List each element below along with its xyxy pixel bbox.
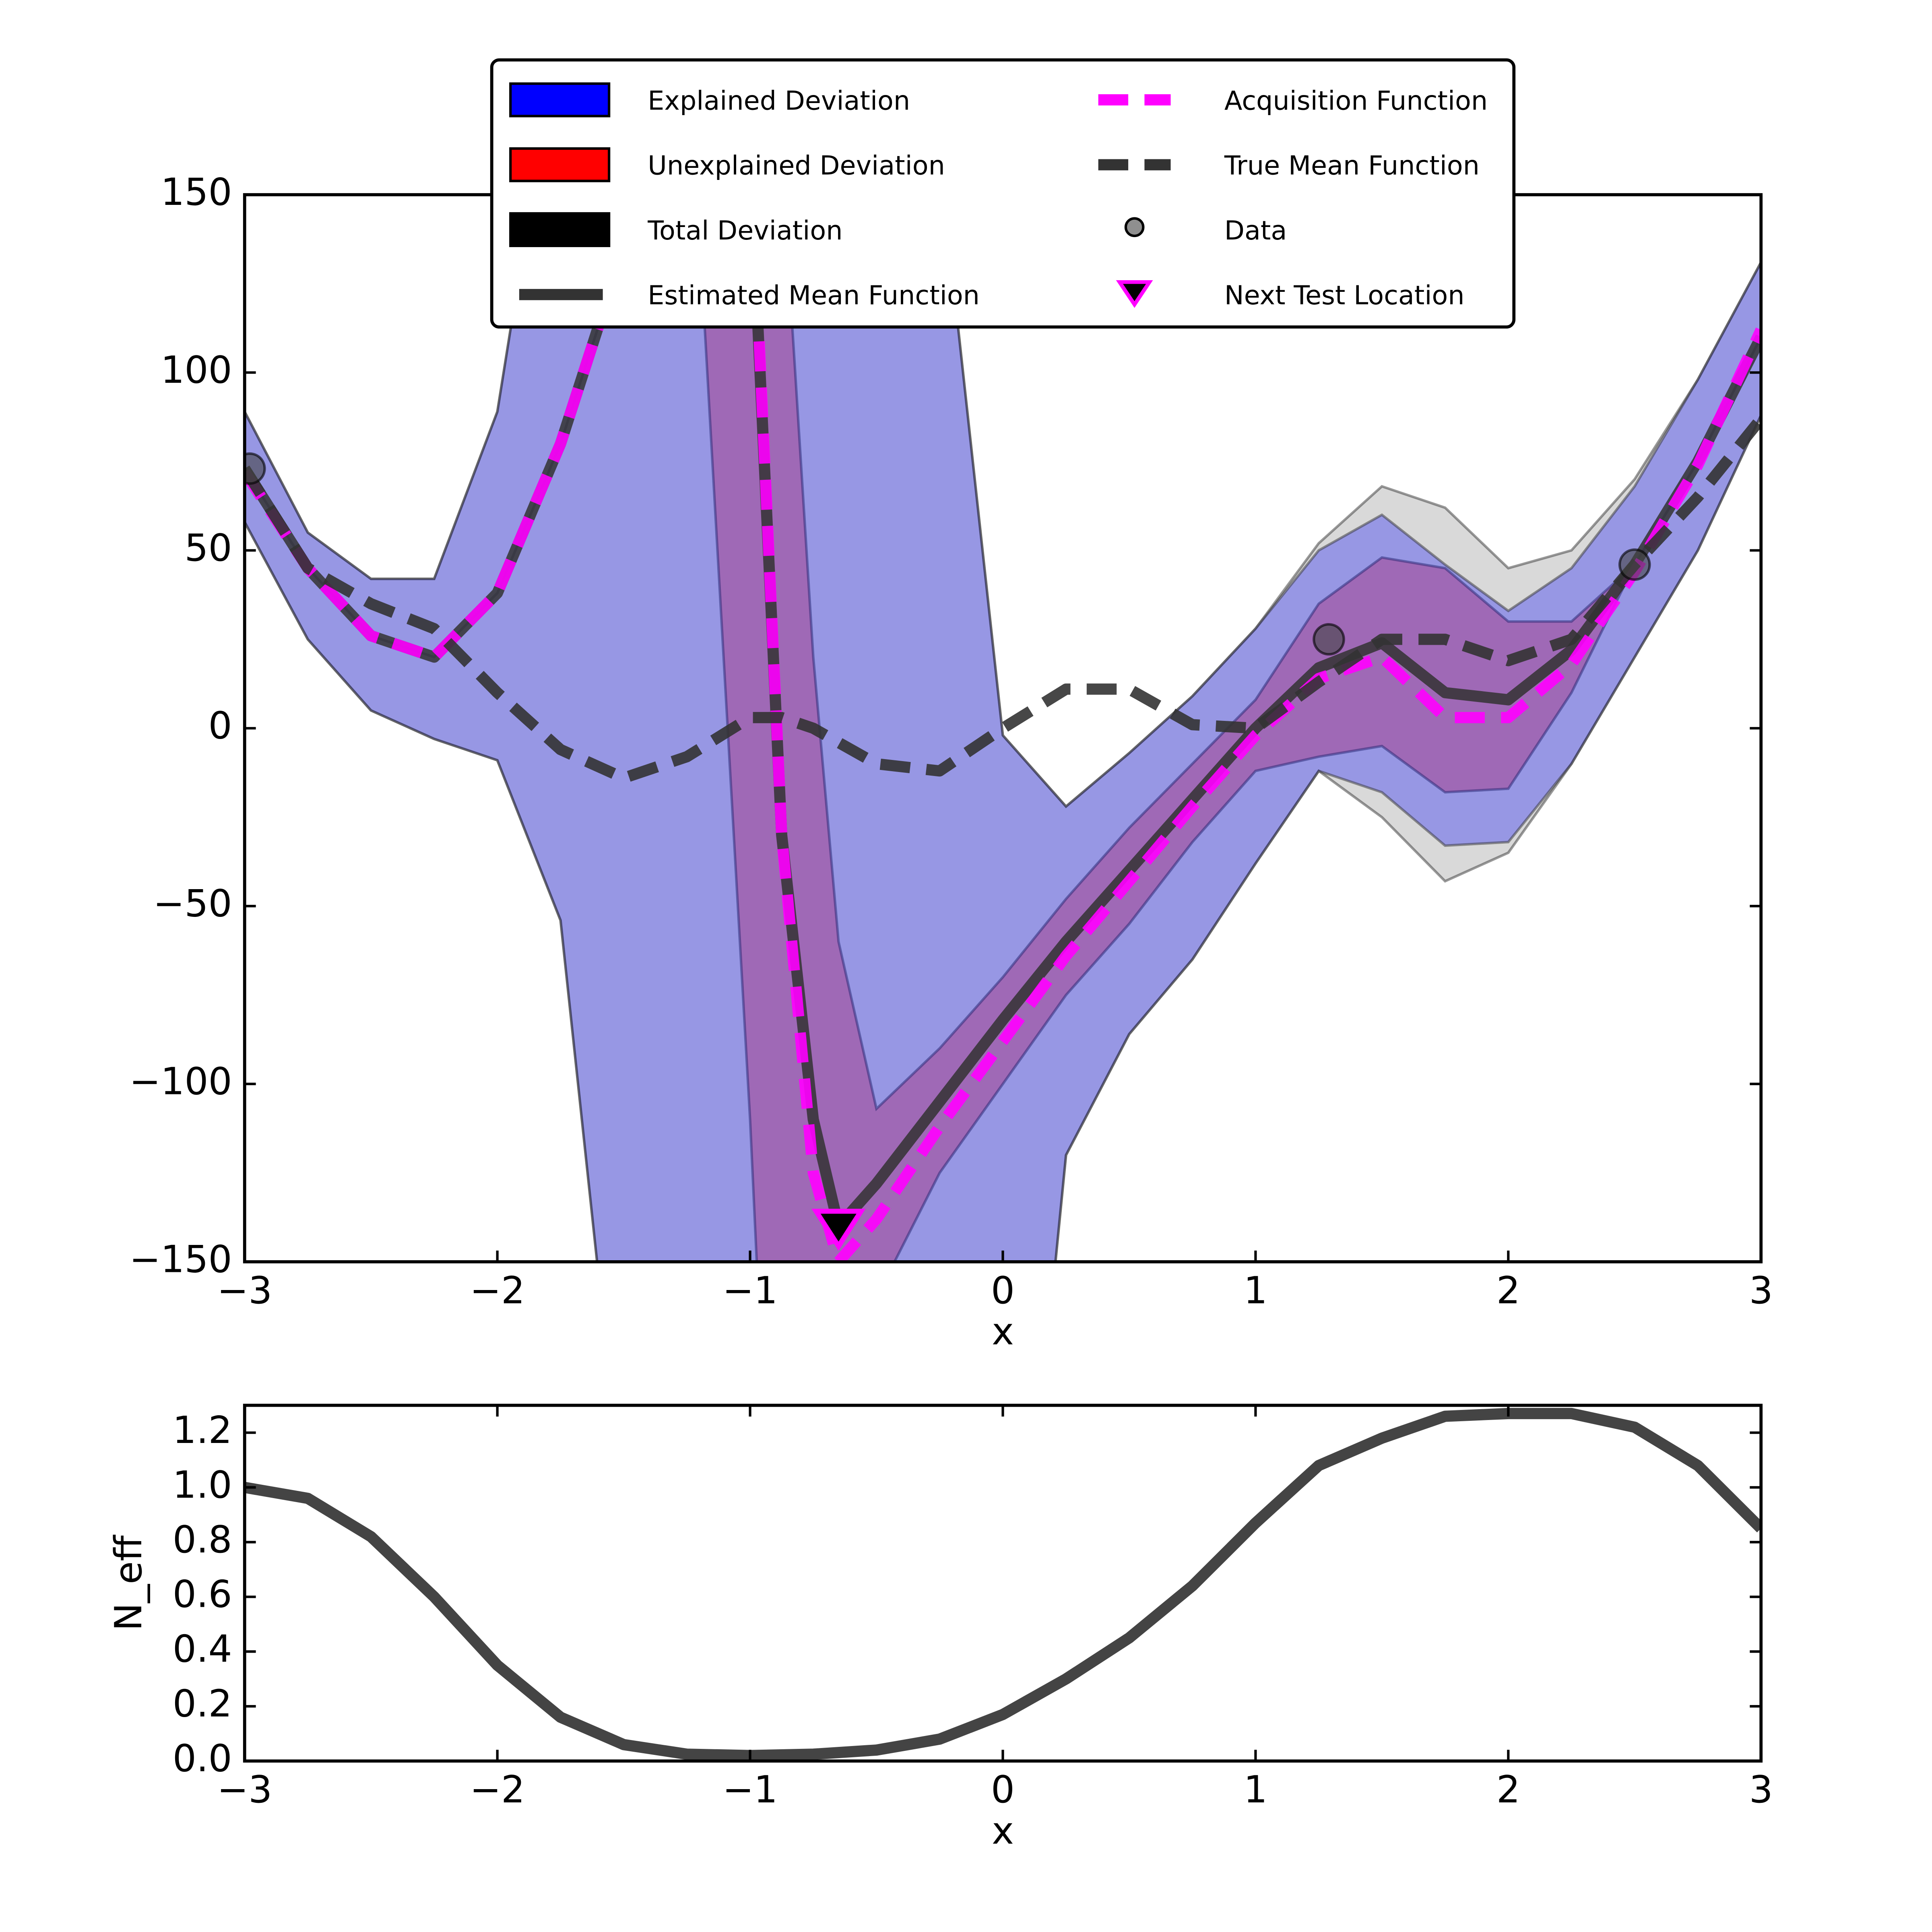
data-point — [244, 452, 266, 485]
legend-box — [490, 58, 1516, 329]
x-tick-label: 0 — [991, 1768, 1015, 1811]
legend-label: Explained Deviation — [648, 86, 910, 116]
y-tick-label: 0.4 — [173, 1627, 232, 1671]
x-tick-label: −1 — [722, 1768, 778, 1811]
band — [244, 194, 1761, 1262]
x-tick-label: 1 — [1244, 1269, 1267, 1312]
legend-label: Acquisition Function — [1224, 86, 1488, 116]
y-tick-label: 0.8 — [173, 1518, 232, 1561]
legend-swatch — [509, 147, 611, 182]
y-tick-label: −150 — [129, 1237, 232, 1281]
plot-area — [244, 1408, 1761, 1761]
legend-label: Estimated Mean Function — [648, 281, 980, 311]
x-tick-label: 2 — [1496, 1768, 1520, 1811]
legend-label: Total Deviation — [647, 216, 842, 246]
x-tick-label: −3 — [217, 1269, 272, 1312]
band — [244, 194, 1761, 1262]
data-point — [1618, 548, 1651, 581]
x-tick-label: −1 — [722, 1269, 778, 1312]
legend-swatch — [509, 212, 611, 247]
data-point — [1313, 623, 1345, 656]
legend-label: Unexplained Deviation — [648, 151, 945, 181]
series-line — [244, 415, 1761, 784]
x-tick-label: 1 — [1244, 1768, 1267, 1811]
y-tick-label: −100 — [129, 1059, 232, 1103]
y-axis-label: N_eff — [107, 1535, 150, 1631]
series-line — [244, 1408, 1761, 1761]
x-tick-label: 0 — [991, 1269, 1015, 1312]
x-tick-label: −2 — [470, 1269, 525, 1312]
x-tick-label: 3 — [1749, 1768, 1773, 1811]
y-tick-label: 0.0 — [173, 1737, 232, 1780]
band — [244, 194, 1761, 1262]
legend-swatch — [1124, 217, 1145, 237]
y-tick-label: 150 — [161, 170, 232, 214]
series-line — [244, 194, 1761, 1262]
x-axis-label: x — [992, 1809, 1014, 1852]
legend-swatch — [509, 82, 611, 118]
next-test-marker — [811, 1209, 866, 1251]
legend-label: Data — [1224, 216, 1287, 246]
axes-frame — [243, 1404, 1763, 1763]
x-axis-label: x — [992, 1310, 1014, 1353]
y-tick-label: 0.2 — [173, 1682, 232, 1726]
y-tick-label: 1.2 — [173, 1408, 232, 1452]
y-tick-label: 50 — [184, 526, 232, 570]
legend-label: Next Test Location — [1224, 281, 1465, 311]
x-tick-label: −3 — [217, 1768, 272, 1811]
x-tick-label: −2 — [470, 1768, 525, 1811]
plot-area — [244, 194, 1761, 1262]
y-tick-label: 0 — [208, 704, 232, 747]
legend-label: True Mean Function — [1224, 151, 1480, 181]
x-tick-label: 3 — [1749, 1269, 1773, 1312]
legend-swatch — [1116, 280, 1153, 308]
x-tick-label: 2 — [1496, 1269, 1520, 1312]
y-tick-label: −50 — [153, 882, 232, 925]
y-tick-label: 100 — [161, 348, 232, 392]
y-tick-label: 1.0 — [173, 1463, 232, 1507]
y-tick-label: 0.6 — [173, 1573, 232, 1616]
